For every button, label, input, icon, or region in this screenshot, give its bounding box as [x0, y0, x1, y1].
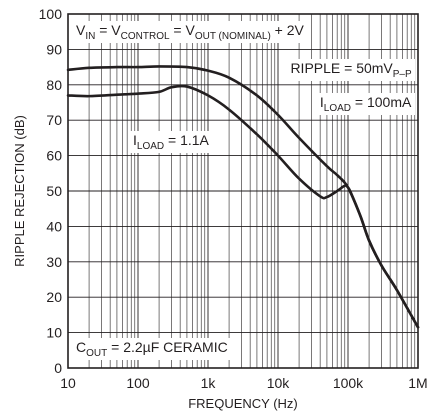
y-tick-label: 60: [46, 148, 62, 164]
annotation-conditions: VIN = VCONTROL = VOUT (NOMINAL) + 2V: [73, 21, 308, 43]
x-tick-label: 10k: [267, 375, 291, 391]
x-tick-label: 1k: [201, 375, 217, 391]
annotation-background: [130, 131, 213, 153]
annotation-ripple: RIPPLE = 50mVP–P: [287, 59, 415, 81]
y-tick-label: 0: [54, 360, 62, 376]
annotation-text: VIN = VCONTROL = VOUT (NOMINAL) + 2V: [76, 22, 305, 42]
x-tick-label: 100: [126, 375, 150, 391]
y-tick-label: 20: [46, 289, 62, 305]
x-tick-label: 1M: [408, 375, 427, 391]
y-tick-label: 90: [46, 41, 62, 57]
annotation-background: [316, 93, 415, 115]
annotation-iload-100ma: ILOAD = 100mA: [316, 93, 415, 115]
annotation-iload-1-1a: ILOAD = 1.1A: [130, 131, 213, 153]
y-tick-label: 80: [46, 77, 62, 93]
y-tick-label: 50: [46, 183, 62, 199]
x-axis-label: FREQUENCY (Hz): [188, 396, 298, 411]
annotation-text: ILOAD = 100mA: [320, 94, 412, 114]
y-tick-label: 100: [39, 6, 63, 22]
curves: [66, 65, 420, 329]
y-axis-label: RIPPLE REJECTION (dB): [12, 115, 27, 267]
y-tick-label: 30: [46, 254, 62, 270]
series-line-iload-1-1a: [66, 84, 420, 329]
annotation-cout: COUT = 2.2µF CERAMIC: [73, 338, 231, 360]
plot-frame: [67, 13, 419, 369]
x-tick-label: 10: [60, 375, 76, 391]
annotation-background: [73, 21, 308, 43]
annotation-text: RIPPLE = 50mVP–P: [290, 60, 412, 80]
y-tick-label: 10: [46, 325, 62, 341]
annotation-background: [73, 338, 231, 360]
annotation-text: COUT = 2.2µF CERAMIC: [76, 339, 228, 359]
annotation-text: ILOAD = 1.1A: [133, 132, 210, 152]
x-tick-label: 100k: [333, 375, 364, 391]
y-tick-label: 70: [46, 112, 62, 128]
y-tick-label: 40: [46, 218, 62, 234]
annotations: VIN = VCONTROL = VOUT (NOMINAL) + 2V RIPP…: [73, 21, 415, 360]
annotation-background: [287, 59, 415, 81]
